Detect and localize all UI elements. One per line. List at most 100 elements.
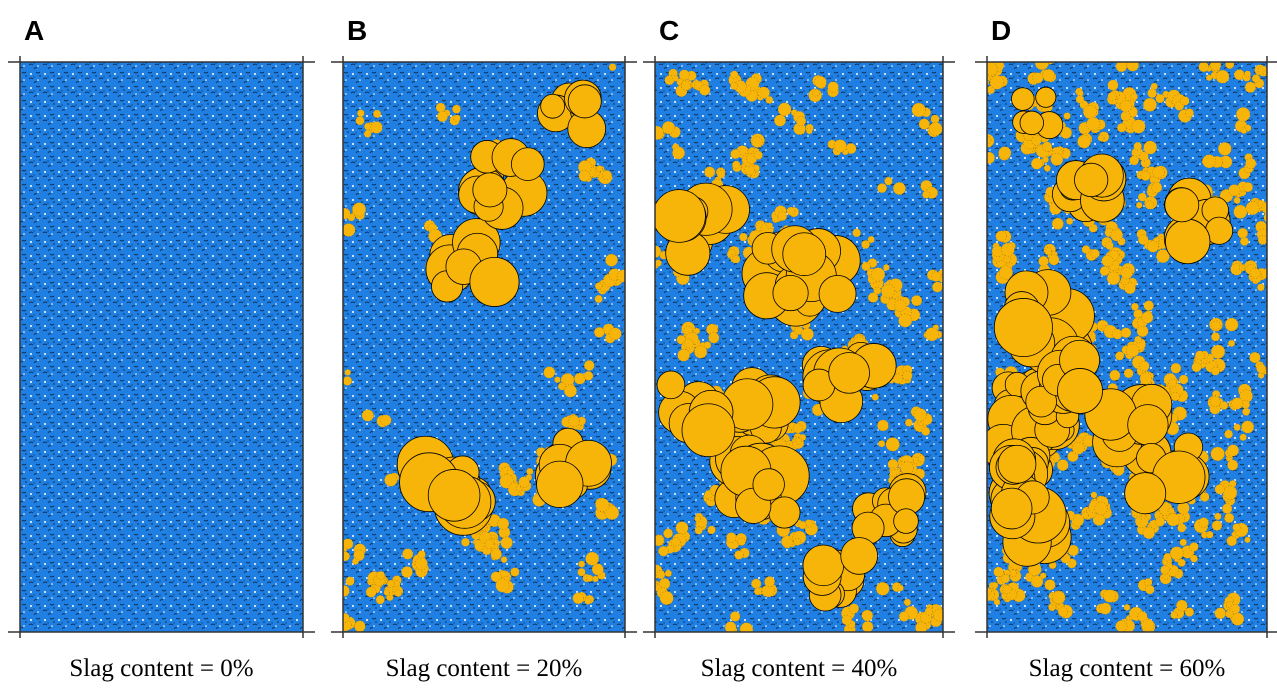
slag-particle bbox=[983, 152, 995, 164]
slag-particle bbox=[919, 119, 930, 130]
slag-particle bbox=[1103, 590, 1116, 603]
particle-field bbox=[20, 62, 303, 632]
slag-particle bbox=[564, 385, 577, 398]
slag-particle bbox=[1190, 542, 1199, 551]
slag-particle bbox=[454, 115, 461, 122]
slag-particle bbox=[834, 140, 847, 153]
slag-particle bbox=[340, 613, 349, 622]
slag-particle bbox=[1131, 634, 1142, 645]
slag-particle bbox=[1178, 559, 1186, 567]
slag-particle bbox=[1143, 98, 1156, 111]
slag-particle bbox=[681, 81, 690, 90]
slag-particle bbox=[498, 518, 509, 529]
slag-particle bbox=[1229, 184, 1241, 196]
slag-particle bbox=[385, 474, 398, 487]
panel bbox=[20, 62, 303, 632]
panel-caption: Slag content = 60% bbox=[1029, 655, 1226, 682]
slag-aggregate bbox=[998, 445, 1036, 483]
slag-particle bbox=[992, 582, 998, 588]
slag-aggregate bbox=[1125, 473, 1166, 514]
slag-particle bbox=[1223, 486, 1237, 500]
slag-particle bbox=[362, 410, 374, 422]
slag-particle bbox=[1160, 566, 1169, 575]
slag-particle bbox=[373, 110, 381, 118]
slag-particle bbox=[1244, 71, 1250, 77]
slag-particle bbox=[878, 440, 885, 447]
slag-particle bbox=[1035, 56, 1049, 70]
slag-particle bbox=[336, 377, 343, 384]
slag-particle bbox=[491, 549, 502, 560]
slag-particle bbox=[925, 328, 938, 341]
slag-particle bbox=[1227, 445, 1239, 457]
slag-particle bbox=[813, 89, 820, 96]
slag-particle bbox=[596, 165, 602, 171]
slag-particle bbox=[1124, 604, 1130, 610]
slag-particle bbox=[893, 182, 905, 194]
slag-particle bbox=[1045, 248, 1052, 255]
slag-particle bbox=[460, 48, 470, 58]
slag-particle bbox=[1167, 513, 1180, 526]
slag-particle bbox=[594, 327, 604, 337]
slag-particle bbox=[717, 170, 725, 178]
slag-particle bbox=[787, 207, 795, 215]
slag-particle bbox=[461, 538, 469, 546]
panel-label: A bbox=[24, 15, 44, 46]
slag-particle bbox=[704, 167, 715, 178]
slag-particle bbox=[554, 377, 560, 383]
slag-particle bbox=[1170, 547, 1183, 560]
slag-aggregate bbox=[1011, 88, 1034, 111]
slag-particle bbox=[1121, 328, 1131, 338]
slag-particle bbox=[366, 587, 377, 598]
slag-particle bbox=[1245, 158, 1256, 169]
slag-aggregate bbox=[1020, 111, 1044, 135]
slag-particle bbox=[1130, 637, 1139, 646]
slag-particle bbox=[343, 376, 352, 385]
slag-particle bbox=[437, 111, 448, 122]
slag-particle bbox=[1141, 171, 1151, 181]
slag-particle bbox=[415, 558, 427, 570]
slag-particle bbox=[1040, 573, 1046, 579]
slag-particle bbox=[1042, 142, 1052, 152]
slag-particle bbox=[1110, 370, 1121, 381]
slag-particle bbox=[1212, 520, 1222, 530]
slag-particle bbox=[1206, 75, 1212, 81]
slag-particle bbox=[395, 590, 402, 597]
slag-aggregate bbox=[773, 275, 808, 310]
panel-caption: Slag content = 0% bbox=[69, 655, 253, 682]
slag-aggregate bbox=[991, 488, 1032, 529]
slag-particle bbox=[905, 419, 913, 427]
slag-particle bbox=[871, 268, 885, 282]
slag-particle bbox=[376, 595, 385, 604]
slag-particle bbox=[644, 588, 655, 599]
slag-particle bbox=[903, 371, 913, 381]
slag-particle bbox=[1226, 610, 1234, 618]
slag-aggregate bbox=[803, 545, 844, 586]
slag-particle bbox=[357, 110, 364, 117]
slag-aggregate bbox=[753, 469, 785, 501]
slag-particle bbox=[1134, 633, 1147, 646]
slag-particle bbox=[608, 52, 616, 60]
slag-aggregate bbox=[657, 371, 685, 399]
slag-particle bbox=[663, 529, 672, 538]
slag-particle bbox=[384, 589, 390, 595]
slag-particle bbox=[1238, 228, 1248, 238]
slag-particle bbox=[1052, 218, 1063, 229]
slag-particle bbox=[842, 615, 852, 625]
slag-particle bbox=[354, 621, 365, 632]
slag-particle bbox=[364, 130, 371, 137]
slag-aggregate bbox=[783, 233, 826, 276]
panel-caption: Slag content = 20% bbox=[386, 655, 583, 682]
slag-particle bbox=[699, 85, 710, 96]
slag-particle bbox=[1001, 574, 1010, 583]
slag-particle bbox=[1072, 442, 1084, 454]
slag-particle bbox=[1132, 120, 1146, 134]
slag-particle bbox=[1179, 375, 1188, 384]
slag-aggregate bbox=[819, 275, 856, 312]
slag-particle bbox=[1243, 182, 1253, 192]
slag-particle bbox=[731, 149, 741, 159]
slag-particle bbox=[1066, 218, 1073, 225]
slag-particle bbox=[734, 550, 743, 559]
slag-particle bbox=[862, 610, 873, 621]
panel-label: D bbox=[991, 15, 1011, 46]
slag-particle bbox=[732, 161, 740, 169]
